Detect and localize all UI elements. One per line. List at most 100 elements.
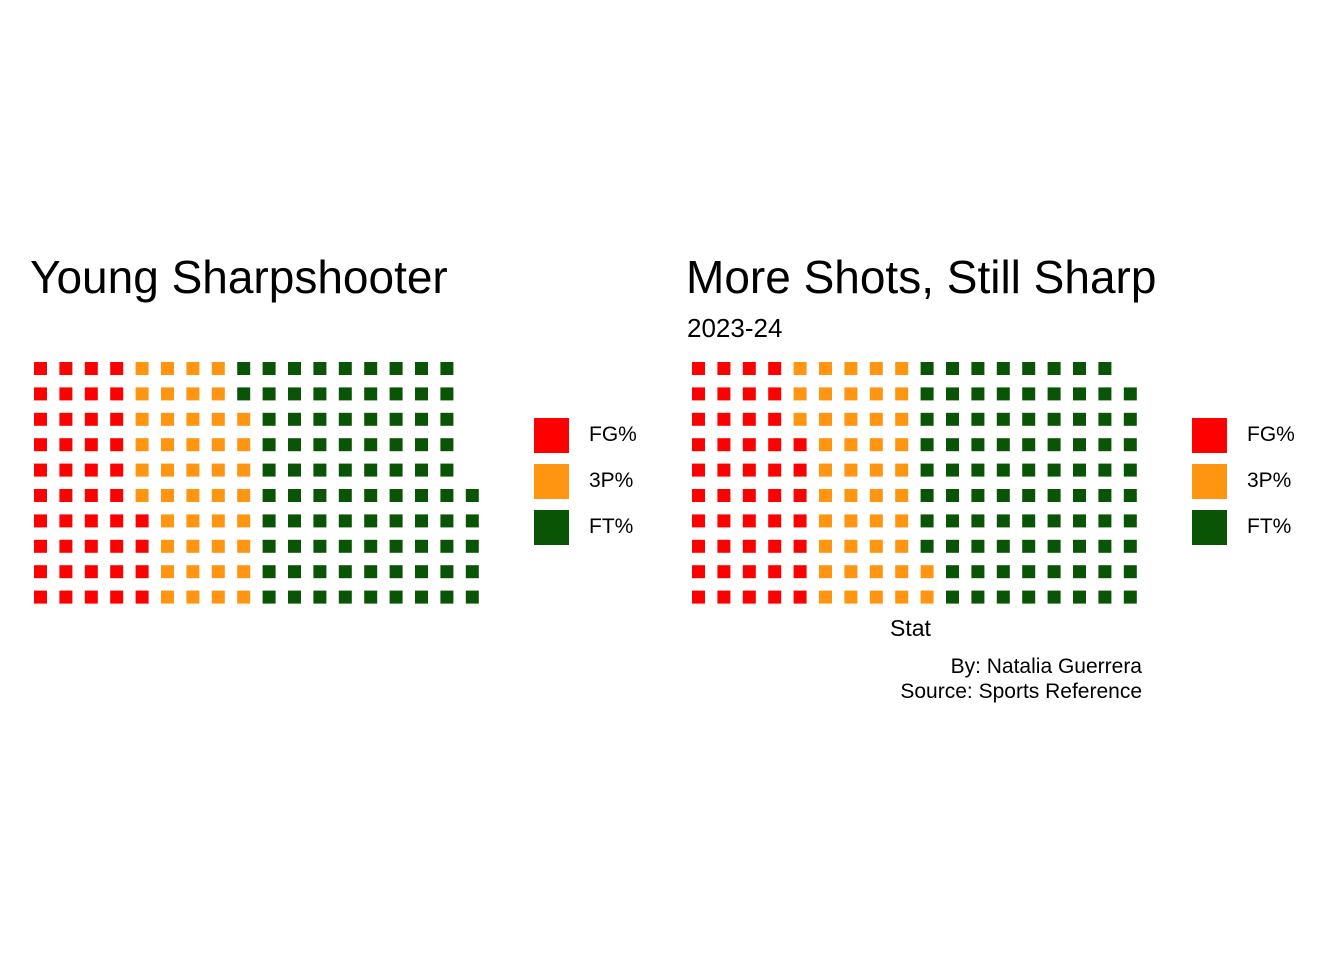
waffle-cell-fg bbox=[692, 590, 705, 604]
waffle-cell-ft bbox=[288, 362, 301, 375]
waffle-cell-ft bbox=[1073, 514, 1086, 528]
waffle-cell-fg bbox=[84, 514, 98, 528]
waffle-cell-ft bbox=[1123, 412, 1137, 426]
waffle-cell-fg bbox=[768, 362, 782, 375]
waffle-cell-ft bbox=[389, 362, 403, 375]
waffle-cell-fg bbox=[717, 362, 731, 375]
waffle-cell-ft bbox=[338, 489, 352, 502]
waffle-cell-fg bbox=[110, 463, 124, 477]
waffle-cell-ft bbox=[971, 539, 985, 553]
waffle-cell-ft bbox=[971, 463, 985, 477]
waffle-cell-ft bbox=[262, 362, 276, 375]
waffle-cell-ft bbox=[996, 539, 1010, 553]
waffle-cell-ft bbox=[1098, 387, 1112, 401]
waffle-cell-ft bbox=[465, 590, 479, 604]
waffle-cell-ft bbox=[996, 514, 1010, 528]
waffle-cell-ft bbox=[338, 387, 352, 401]
waffle-cell-ft bbox=[262, 463, 276, 477]
waffle-cell-fg bbox=[84, 590, 98, 604]
chart-panel-left: Young Sharpshooter FG% 3P% FT% bbox=[0, 0, 660, 960]
waffle-cell-ft bbox=[1123, 387, 1137, 401]
waffle-cell-ft bbox=[1022, 489, 1036, 502]
waffle-cell-ft bbox=[1047, 514, 1061, 528]
waffle-cell-ft bbox=[389, 565, 403, 579]
waffle-cell-3p bbox=[161, 590, 174, 604]
waffle-cell-3p bbox=[186, 539, 200, 553]
waffle-chart bbox=[692, 362, 1137, 604]
waffle-cell-ft bbox=[313, 412, 327, 426]
waffle-cell-fg bbox=[768, 438, 782, 452]
waffle-cell-3p bbox=[819, 514, 832, 528]
waffle-cell-ft bbox=[1098, 463, 1112, 477]
waffle-cell-3p bbox=[237, 412, 251, 426]
waffle-cell-fg bbox=[793, 438, 807, 452]
waffle-cell-3p bbox=[895, 387, 909, 401]
waffle-cell-fg bbox=[717, 489, 731, 502]
waffle-cell-fg bbox=[34, 590, 47, 604]
waffle-cell-fg bbox=[110, 387, 124, 401]
waffle-cell-ft bbox=[1098, 438, 1112, 452]
waffle-cell-fg bbox=[742, 565, 756, 579]
waffle-cell-ft bbox=[440, 412, 454, 426]
waffle-cell-fg bbox=[110, 565, 124, 579]
legend-label-ft: FT% bbox=[589, 515, 634, 538]
waffle-cell-ft bbox=[415, 438, 428, 452]
waffle-cell-fg bbox=[84, 463, 98, 477]
waffle-cell-fg bbox=[59, 514, 73, 528]
waffle-cell-fg bbox=[717, 387, 731, 401]
waffle-cell-fg bbox=[793, 539, 807, 553]
waffle-cell-ft bbox=[262, 590, 276, 604]
waffle-cell-ft bbox=[415, 362, 428, 375]
waffle-cell-ft bbox=[1073, 412, 1086, 426]
waffle-cell-ft bbox=[313, 362, 327, 375]
waffle-cell-ft bbox=[237, 362, 251, 375]
waffle-cell-fg bbox=[793, 463, 807, 477]
waffle-cell-3p bbox=[793, 362, 807, 375]
waffle-cell-fg bbox=[34, 362, 47, 375]
waffle-cell-ft bbox=[996, 362, 1010, 375]
waffle-cell-ft bbox=[262, 565, 276, 579]
waffle-cell-fg bbox=[742, 412, 756, 426]
waffle-cell-fg bbox=[768, 387, 782, 401]
waffle-cell-fg bbox=[768, 412, 782, 426]
waffle-cell-ft bbox=[313, 387, 327, 401]
waffle-cell-fg bbox=[59, 590, 73, 604]
waffle-cell-3p bbox=[237, 565, 251, 579]
waffle-cell-ft bbox=[262, 539, 276, 553]
waffle-cell-3p bbox=[186, 463, 200, 477]
waffle-cell-ft bbox=[1123, 438, 1137, 452]
waffle-cell-ft bbox=[1022, 565, 1036, 579]
waffle-cell-3p bbox=[161, 463, 174, 477]
waffle-cell-3p bbox=[793, 387, 807, 401]
waffle-cell-fg bbox=[34, 489, 47, 502]
waffle-cell-ft bbox=[440, 463, 454, 477]
waffle-cell-3p bbox=[237, 514, 251, 528]
waffle-cell-ft bbox=[389, 463, 403, 477]
waffle-cell-ft bbox=[1022, 514, 1036, 528]
waffle-cell-fg bbox=[717, 438, 731, 452]
waffle-cell-ft bbox=[338, 438, 352, 452]
waffle-cell-fg bbox=[59, 463, 73, 477]
waffle-cell-fg bbox=[59, 387, 73, 401]
waffle-cell-fg bbox=[135, 514, 149, 528]
waffle-cell-3p bbox=[186, 362, 200, 375]
waffle-cell-ft bbox=[1123, 514, 1137, 528]
waffle-cell-3p bbox=[211, 362, 225, 375]
waffle-cell-fg bbox=[110, 362, 124, 375]
waffle-cell-ft bbox=[996, 412, 1010, 426]
waffle-cell-ft bbox=[1073, 489, 1086, 502]
waffle-cell-fg bbox=[692, 565, 705, 579]
waffle-cell-3p bbox=[819, 387, 832, 401]
waffle-cell-ft bbox=[364, 489, 378, 502]
waffle-cell-ft bbox=[338, 565, 352, 579]
waffle-cell-3p bbox=[819, 412, 832, 426]
waffle-cell-ft bbox=[946, 387, 959, 401]
waffle-cell-ft bbox=[971, 387, 985, 401]
waffle-cell-fg bbox=[84, 438, 98, 452]
waffle-cell-fg bbox=[793, 590, 807, 604]
waffle-cell-ft bbox=[465, 489, 479, 502]
legend-key-ft bbox=[1192, 510, 1227, 545]
waffle-cell-fg bbox=[742, 387, 756, 401]
waffle-cell-ft bbox=[389, 514, 403, 528]
waffle-cell-fg bbox=[692, 362, 705, 375]
